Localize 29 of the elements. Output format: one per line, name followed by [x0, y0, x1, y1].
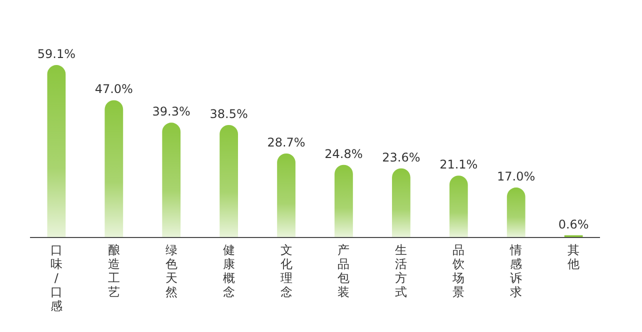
x-tick-label: 品饮场景: [452, 242, 465, 299]
data-label: 23.6%: [382, 150, 420, 164]
x-tick-label: 情感诉求: [509, 242, 522, 299]
data-label: 47.0%: [94, 82, 133, 96]
data-label: 59.1%: [37, 47, 76, 61]
x-tick-label: 文化理念: [280, 242, 292, 299]
x-tick-label: 酿造工艺: [108, 242, 120, 299]
data-label: 28.7%: [267, 135, 306, 150]
data-label: 17.0%: [497, 170, 536, 184]
x-tick-label: 生活方式: [395, 242, 408, 299]
x-tick-label: 绿色天然: [165, 242, 178, 299]
data-label: 21.1%: [440, 158, 478, 172]
bar: [220, 124, 238, 237]
x-tick-label: 产品包装: [338, 242, 350, 299]
data-label: 24.8%: [324, 146, 363, 161]
x-tick-label: 健康概念: [222, 242, 235, 299]
bar: [104, 100, 124, 237]
bar: [506, 188, 526, 237]
bar: [47, 65, 66, 237]
data-label: 0.6%: [558, 217, 589, 232]
x-tick-label: 其他: [568, 242, 580, 271]
bar: [449, 176, 468, 237]
data-label: 38.5%: [210, 106, 248, 121]
bar: [162, 122, 181, 237]
data-label: 39.3%: [152, 104, 190, 119]
bar: [334, 164, 353, 237]
bar: [277, 153, 296, 237]
bar: [392, 168, 410, 237]
x-tick-label: 口味/口感: [50, 242, 62, 313]
